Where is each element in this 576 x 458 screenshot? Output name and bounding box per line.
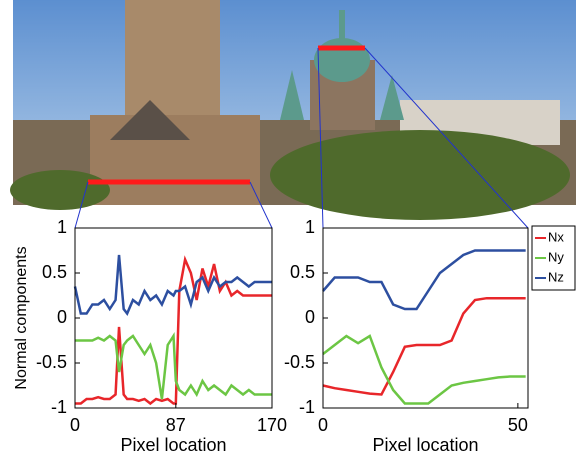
y-tick-label: 0.5	[42, 262, 67, 282]
y-tick-label: -0.5	[36, 352, 67, 372]
photo	[10, 0, 576, 228]
x-tick-label: 87	[166, 415, 186, 435]
plot-area	[75, 228, 272, 408]
x-axis-label: Pixel location	[372, 435, 478, 455]
x-tick-label: 0	[70, 415, 80, 435]
legend-label: Nx	[548, 229, 564, 244]
y-tick-label: 0	[57, 307, 67, 327]
y-tick-label: 1	[305, 217, 315, 237]
y-tick-label: -1	[299, 397, 315, 417]
x-tick-label: 170	[257, 415, 287, 435]
y-tick-label: -0.5	[284, 352, 315, 372]
y-tick-label: -1	[51, 397, 67, 417]
y-tick-label: 0	[305, 307, 315, 327]
y-tick-label: 0.5	[290, 262, 315, 282]
x-tick-label: 0	[318, 415, 328, 435]
legend-label: Nz	[548, 269, 564, 284]
x-axis-label: Pixel location	[120, 435, 226, 455]
y-axis-label: Normal components	[13, 246, 30, 389]
x-tick-label: 50	[508, 415, 528, 435]
figure: -1 -0.5 0 0.5 1 0 87 170 Pixel location Normal co…	[0, 0, 576, 458]
y-tick-label: 1	[57, 217, 67, 237]
legend-label: Ny	[548, 249, 564, 264]
plot-area	[323, 228, 528, 408]
